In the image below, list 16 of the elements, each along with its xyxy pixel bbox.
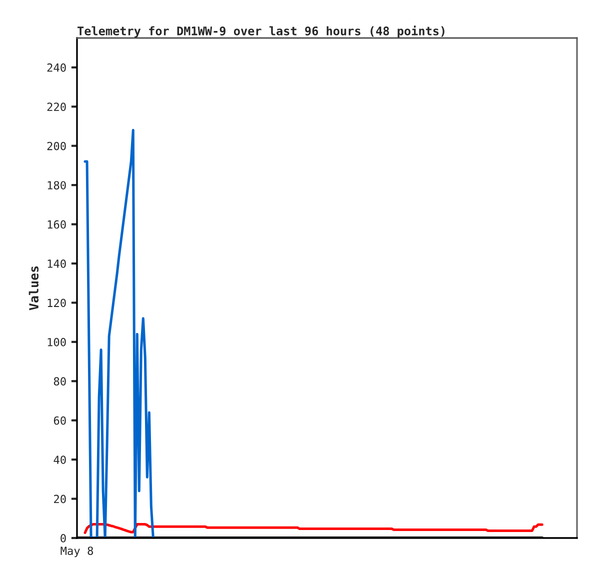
y-tick-label: 20 [54,494,66,504]
y-tick-label: 220 [47,102,66,112]
y-tick-label: 0 [60,534,66,542]
y-axis-title: Values [28,266,39,310]
y-tick-label: 120 [48,298,66,308]
chart-title: Telemetry for DM1WW-9 over last 96 hours (48 points) [78,26,444,38]
y-tick-label: 40 [54,456,66,464]
y-tick-label: 100 [48,338,66,346]
y-tick-label: 80 [54,377,66,386]
y-tick-label: 60 [54,416,66,425]
y-tick-label: 180 [48,181,66,190]
y-tick-label: 160 [48,220,66,229]
y-tick-label: 240 [47,63,66,72]
y-tick-label: 200 [47,142,66,150]
y-tick-label: 140 [48,259,66,268]
x-tick-label: May 8 [60,546,94,558]
